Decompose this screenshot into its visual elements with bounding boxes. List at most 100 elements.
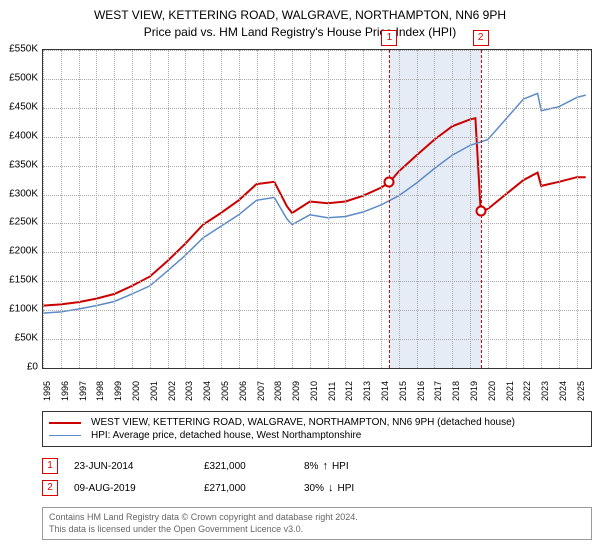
- sale-point-marker: [475, 206, 486, 217]
- sale-date: 09-AUG-2019: [74, 483, 204, 494]
- y-tick-label: £200K: [9, 246, 38, 257]
- x-tick-label: 2019: [469, 381, 479, 401]
- grid-line-v: [79, 50, 80, 368]
- grid-line-v: [328, 50, 329, 368]
- x-tick-label: 2011: [327, 382, 337, 401]
- x-tick-label: 1997: [78, 381, 88, 401]
- x-tick-label: 2013: [362, 381, 372, 401]
- y-tick-label: £350K: [9, 159, 38, 170]
- grid-line-v: [363, 50, 364, 368]
- footer: Contains HM Land Registry data © Crown c…: [42, 507, 592, 540]
- sale-price: £321,000: [204, 461, 304, 472]
- x-tick-label: 2015: [398, 381, 408, 401]
- x-tick-label: 2020: [487, 381, 497, 401]
- x-tick-label: 2003: [184, 381, 194, 401]
- x-tick-label: 2009: [291, 381, 301, 401]
- legend-row: HPI: Average price, detached house, West…: [49, 429, 585, 442]
- grid-line-h: [43, 339, 591, 340]
- y-tick-label: £250K: [9, 217, 38, 228]
- legend-label: HPI: Average price, detached house, West…: [91, 430, 361, 441]
- sale-point-marker: [384, 177, 395, 188]
- grid-line-v: [185, 50, 186, 368]
- grid-line-v: [506, 50, 507, 368]
- grid-line-v: [452, 50, 453, 368]
- series-property: [43, 118, 586, 305]
- grid-line-v: [434, 50, 435, 368]
- grid-line-h: [43, 79, 591, 80]
- event-marker-label: 2: [473, 30, 489, 46]
- y-tick-label: £300K: [9, 188, 38, 199]
- legend-label: WEST VIEW, KETTERING ROAD, WALGRAVE, NOR…: [91, 417, 515, 428]
- x-tick-label: 2022: [522, 381, 532, 401]
- x-tick-label: 1999: [113, 381, 123, 401]
- x-tick-label: 2007: [256, 381, 266, 401]
- sale-change-pct: 30%: [304, 483, 324, 494]
- legend-swatch: [49, 435, 81, 436]
- x-tick-label: 2017: [433, 381, 443, 401]
- y-tick-label: £150K: [9, 275, 38, 286]
- grid-line-v: [203, 50, 204, 368]
- x-tick-label: 2012: [344, 381, 354, 401]
- title-main: WEST VIEW, KETTERING ROAD, WALGRAVE, NOR…: [0, 8, 600, 22]
- x-tick-label: 1995: [42, 381, 52, 401]
- sale-date: 23-JUN-2014: [74, 461, 204, 472]
- x-tick-label: 1996: [60, 381, 70, 401]
- grid-line-v: [150, 50, 151, 368]
- y-tick-label: £400K: [9, 130, 38, 141]
- event-marker-label: 1: [381, 30, 397, 46]
- x-tick-label: 2000: [131, 381, 141, 401]
- sale-change-pct: 8%: [304, 461, 318, 472]
- sales-table: 123-JUN-2014£321,0008%↑HPI209-AUG-2019£2…: [42, 455, 592, 499]
- plot-area: 12: [42, 49, 592, 369]
- sale-change-suffix: HPI: [338, 483, 355, 494]
- arrow-down-icon: ↓: [328, 482, 334, 494]
- grid-line-v: [488, 50, 489, 368]
- grid-line-v: [292, 50, 293, 368]
- y-tick-label: £0: [27, 362, 38, 373]
- grid-line-h: [43, 108, 591, 109]
- x-tick-label: 2005: [220, 381, 230, 401]
- grid-line-v: [417, 50, 418, 368]
- grid-line-h: [43, 252, 591, 253]
- grid-line-v: [345, 50, 346, 368]
- grid-line-h: [43, 195, 591, 196]
- x-tick-label: 2024: [558, 381, 568, 401]
- chart-lines: [43, 50, 591, 368]
- series-hpi: [43, 93, 586, 313]
- grid-line-v: [43, 50, 44, 368]
- event-marker-line: [389, 50, 390, 368]
- grid-line-v: [168, 50, 169, 368]
- grid-line-v: [132, 50, 133, 368]
- y-axis: £0£50K£100K£150K£200K£250K£300K£350K£400…: [0, 49, 40, 369]
- y-tick-label: £450K: [9, 101, 38, 112]
- arrow-up-icon: ↑: [322, 460, 328, 472]
- grid-line-v: [523, 50, 524, 368]
- grid-line-h: [43, 310, 591, 311]
- grid-line-v: [61, 50, 62, 368]
- x-tick-label: 2010: [309, 381, 319, 401]
- grid-line-v: [274, 50, 275, 368]
- grid-line-v: [399, 50, 400, 368]
- y-tick-label: £100K: [9, 304, 38, 315]
- grid-line-v: [96, 50, 97, 368]
- legend-swatch: [49, 422, 81, 424]
- grid-line-h: [43, 281, 591, 282]
- grid-line-v: [381, 50, 382, 368]
- y-tick-label: £50K: [15, 333, 38, 344]
- grid-line-v: [221, 50, 222, 368]
- grid-line-h: [43, 223, 591, 224]
- title-sub: Price paid vs. HM Land Registry's House …: [0, 25, 600, 39]
- x-axis: 1995199619971998199920002001200220032004…: [42, 369, 592, 409]
- chart-container: WEST VIEW, KETTERING ROAD, WALGRAVE, NOR…: [0, 0, 600, 560]
- x-tick-label: 2014: [380, 381, 390, 401]
- title-block: WEST VIEW, KETTERING ROAD, WALGRAVE, NOR…: [0, 0, 600, 43]
- grid-line-v: [470, 50, 471, 368]
- grid-line-v: [577, 50, 578, 368]
- y-tick-label: £500K: [9, 72, 38, 83]
- chart-area: £0£50K£100K£150K£200K£250K£300K£350K£400…: [42, 49, 592, 389]
- grid-line-v: [559, 50, 560, 368]
- sale-price: £271,000: [204, 483, 304, 494]
- x-tick-label: 2006: [238, 381, 248, 401]
- legend-row: WEST VIEW, KETTERING ROAD, WALGRAVE, NOR…: [49, 416, 585, 429]
- sale-change: 30% ↓ HPI: [304, 482, 484, 494]
